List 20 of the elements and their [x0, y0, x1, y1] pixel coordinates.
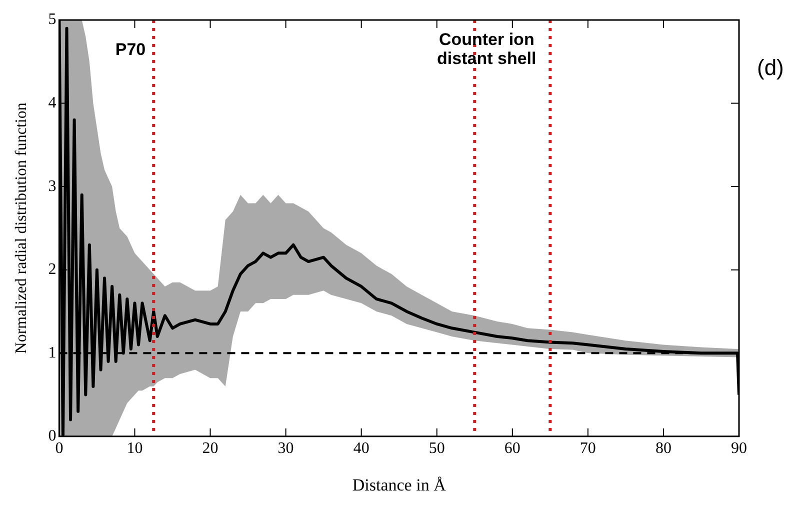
ref-line-label: P70	[115, 40, 146, 60]
ref-line-label: Counter ion distant shell	[437, 30, 536, 68]
x-tick-label: 70	[580, 440, 596, 458]
x-tick-label: 60	[504, 440, 520, 458]
x-tick-label: 20	[202, 440, 218, 458]
y-tick-label: 0	[48, 428, 56, 445]
y-axis-title: Normalized radial distribution function	[12, 102, 30, 354]
x-tick-label: 10	[126, 440, 143, 458]
x-tick-label: 90	[731, 440, 747, 458]
text: (d)	[757, 55, 784, 80]
y-tick-label: 3	[48, 178, 56, 195]
y-tick-label: 2	[48, 261, 56, 278]
x-tick-label: 80	[655, 440, 672, 458]
x-tick-label: 50	[428, 440, 445, 458]
y-tick-label: 4	[48, 94, 56, 112]
y-tick-label: 1	[48, 344, 56, 362]
x-tick-label: 40	[353, 440, 370, 458]
y-tick-label: 5	[48, 11, 56, 28]
x-axis-title: Distance in Å	[352, 475, 447, 494]
x-tick-label: 30	[278, 440, 294, 458]
